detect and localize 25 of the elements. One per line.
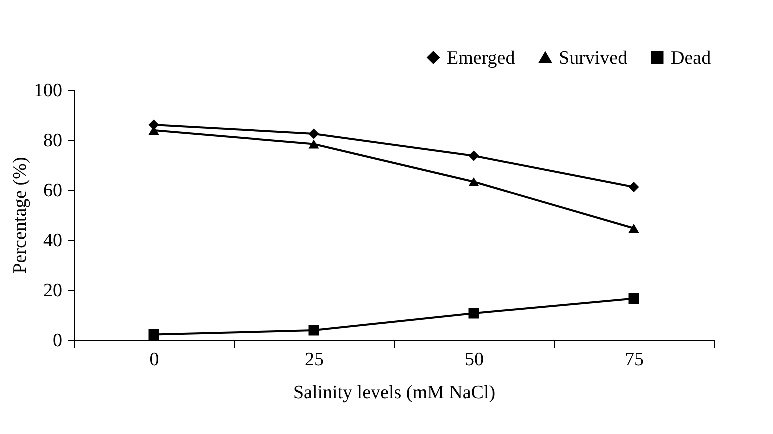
- x-tick-label: 25: [305, 350, 324, 370]
- y-tick-label: 20: [44, 280, 62, 302]
- point: [308, 128, 320, 140]
- y-axis-title: Percentage (%): [10, 157, 31, 274]
- point: [628, 294, 640, 304]
- x-axis-title: Salinity levels (mM NaCl): [293, 382, 496, 404]
- x-tick-label: 75: [625, 350, 644, 370]
- point: [148, 330, 160, 340]
- y-tick-label: 0: [53, 330, 62, 352]
- point: [628, 224, 640, 234]
- point: [468, 308, 480, 319]
- legend-label: Survived: [559, 48, 628, 69]
- point: [628, 182, 640, 192]
- point: [308, 325, 320, 336]
- x-tick-label: 0: [150, 350, 160, 370]
- y-tick-label: 80: [44, 130, 62, 152]
- legend-label: Emerged: [447, 48, 516, 69]
- point: [308, 140, 320, 149]
- legend-label: Dead: [671, 48, 712, 69]
- point: [468, 177, 480, 187]
- y-tick-label: 60: [44, 180, 62, 202]
- y-tick-label: 40: [44, 230, 62, 252]
- point: [468, 150, 480, 162]
- y-tick-label: 100: [34, 80, 62, 102]
- x-tick-label: 50: [465, 350, 484, 370]
